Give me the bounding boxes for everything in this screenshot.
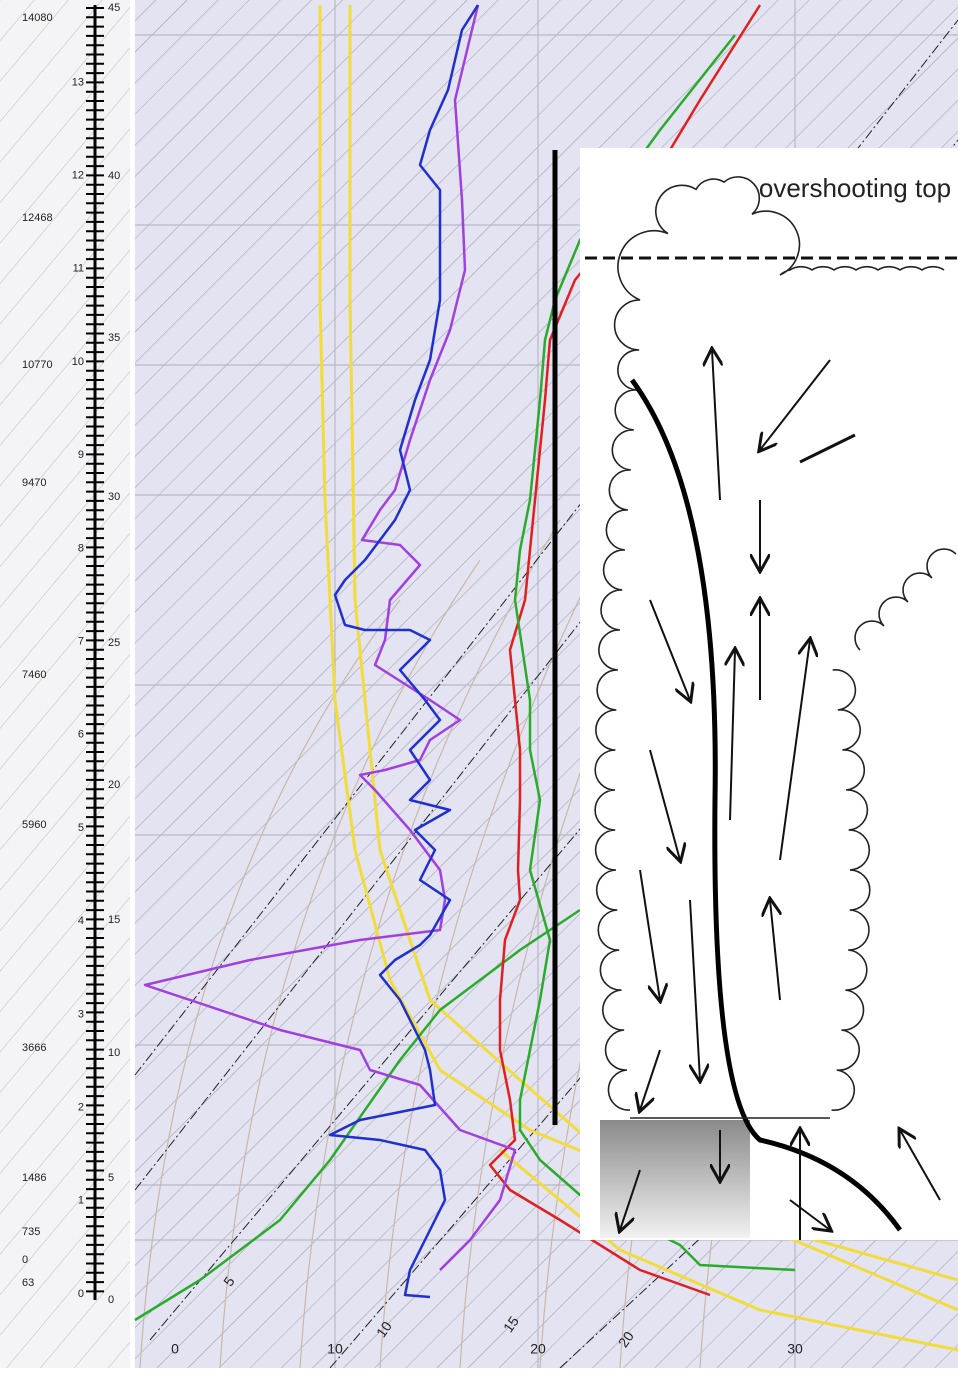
airflow-arrow	[799, 433, 856, 464]
kft-label: 40	[108, 170, 120, 182]
altitude-label: 7460	[22, 669, 46, 681]
altitude-label: 3666	[22, 1042, 46, 1054]
purple-line	[143, 4, 517, 1271]
km-label: 12	[72, 170, 84, 182]
inset-bg	[580, 148, 958, 1240]
airflow-arrow	[779, 640, 810, 861]
altitude-label: 63	[22, 1277, 34, 1289]
airflow-arrow	[620, 1169, 641, 1230]
adiabat	[139, 599, 401, 1369]
temperature-label: 30	[787, 1341, 803, 1357]
airflow-arrow	[640, 1049, 661, 1110]
km-label: 9	[78, 449, 84, 461]
mixing-line	[134, 19, 958, 1076]
altitude-label: 9470	[22, 477, 46, 489]
airflow-arrow	[649, 599, 690, 700]
adiabat	[379, 479, 641, 1369]
altitude-label: 1486	[22, 1172, 46, 1184]
altitude-label: 12468	[22, 212, 53, 224]
cloud-outline	[854, 548, 957, 651]
temperature-label: 0	[171, 1341, 179, 1357]
km-label: 3	[78, 1008, 84, 1020]
km-label: 8	[78, 542, 84, 554]
altitude-label: 14080	[22, 12, 53, 24]
airflow-arrow	[712, 350, 720, 501]
adiabat	[299, 519, 561, 1369]
kft-label: 30	[108, 491, 120, 503]
temperature-label: 10	[327, 1341, 343, 1357]
kft-label: 20	[108, 779, 120, 791]
inset-label: overshooting top	[759, 173, 951, 203]
airflow-arrow	[649, 749, 680, 860]
airflow-arrow	[770, 900, 780, 1001]
kft-label: 45	[108, 2, 120, 14]
airflow-arrow	[689, 899, 700, 1080]
airflow-arrow	[789, 1199, 830, 1230]
left-hatch	[0, 0, 130, 1368]
airflow-arrow	[639, 869, 660, 1000]
kft-label: 15	[108, 914, 120, 926]
kft-label: 35	[108, 332, 120, 344]
km-label: 4	[78, 915, 84, 927]
airflow-arrow	[730, 650, 735, 821]
kft-label: 5	[108, 1172, 114, 1184]
green-line	[513, 34, 796, 1272]
km-label: 0	[78, 1288, 84, 1300]
cloud-outline	[831, 669, 871, 1111]
km-label: 11	[73, 263, 84, 275]
adiabat	[219, 559, 481, 1369]
yellow-line	[499, 1148, 958, 1352]
kft-label: 0	[108, 1294, 114, 1306]
updraft-core	[629, 378, 903, 1232]
kft-label: 10	[108, 1047, 120, 1059]
km-label: 6	[78, 729, 84, 741]
km-label: 1	[78, 1195, 84, 1207]
kft-label: 25	[108, 637, 120, 649]
altitude-label: 0	[22, 1254, 28, 1266]
airflow-arrow	[760, 359, 831, 450]
altitude-label: 735	[22, 1226, 40, 1238]
airflow-arrow	[900, 1130, 941, 1201]
layer: overshooting top012345678910111213051015…	[22, 0, 958, 1369]
altitude-label: 10770	[22, 359, 53, 371]
blue-line	[328, 4, 480, 1299]
km-label: 7	[78, 636, 84, 648]
temperature-label: 20	[530, 1341, 546, 1357]
altitude-label: 5960	[22, 819, 46, 831]
km-label: 2	[78, 1102, 84, 1114]
green-line	[134, 908, 581, 1322]
km-label: 5	[78, 822, 84, 834]
storm-inset: overshooting top	[552, 148, 958, 1240]
km-label: 13	[72, 76, 84, 88]
km-label: 10	[72, 356, 84, 368]
cloud-outline	[594, 176, 945, 1111]
